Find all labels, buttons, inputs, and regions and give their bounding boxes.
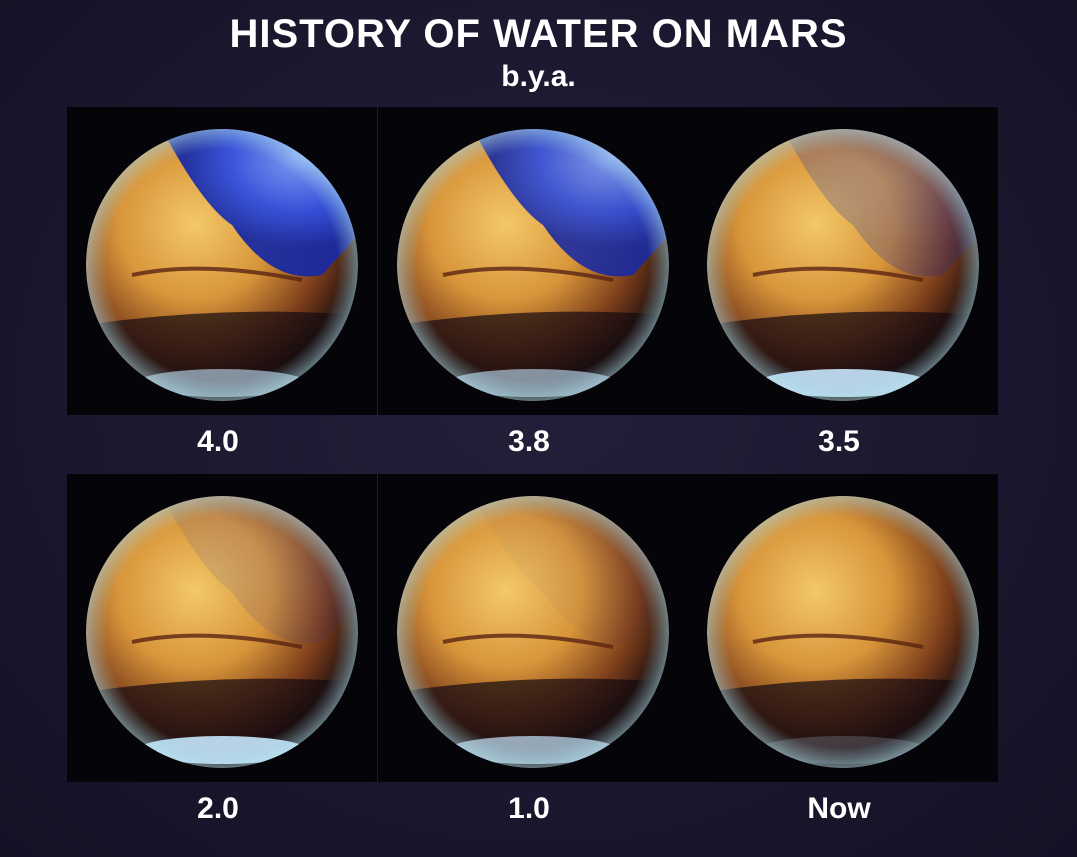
planet-rim xyxy=(86,129,358,401)
panel-label: 2.0 xyxy=(197,792,239,825)
panel-label: Now xyxy=(807,792,871,825)
subtitle: b.y.a. xyxy=(501,60,576,93)
planet xyxy=(397,129,669,401)
planet xyxy=(86,496,358,768)
panel-label: 4.0 xyxy=(197,425,239,458)
panel-label: 1.0 xyxy=(508,792,550,825)
planet-rim xyxy=(707,129,979,401)
title: HISTORY OF WATER ON MARS xyxy=(229,12,848,56)
panel-label: 3.8 xyxy=(508,425,550,458)
panel xyxy=(378,107,688,415)
panel-label: 3.5 xyxy=(818,425,860,458)
planet xyxy=(86,129,358,401)
panel xyxy=(688,107,998,415)
panel xyxy=(67,107,377,415)
panel xyxy=(378,474,688,782)
panel xyxy=(67,474,377,782)
planet xyxy=(397,496,669,768)
planet-rim xyxy=(397,129,669,401)
planet xyxy=(707,129,979,401)
planet-rim xyxy=(707,496,979,768)
panel xyxy=(688,474,998,782)
planet-rim xyxy=(86,496,358,768)
planet-rim xyxy=(397,496,669,768)
planet xyxy=(707,496,979,768)
